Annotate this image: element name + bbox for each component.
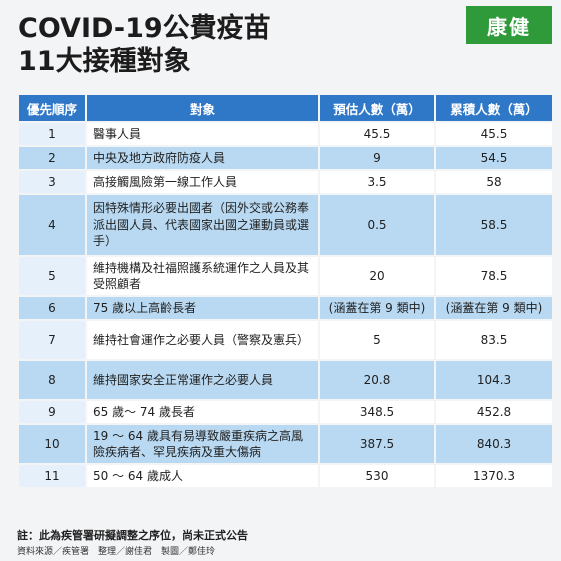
target-cell: 65 歲～ 74 歲長者 [87, 401, 320, 425]
rank-cell: 11 [19, 465, 87, 489]
rank-cell: 5 [19, 257, 87, 297]
target-cell: 因特殊情形必要出國者（因外交或公務奉派出國人員、代表國家出國之運動員或選手） [87, 195, 320, 257]
cumulative-cell: 54.5 [436, 147, 552, 171]
estimate-cell: (涵蓋在第 9 類中) [320, 297, 436, 321]
priority-table: 優先順序 對象 預估人數（萬） 累積人數（萬） 1 醫事人員 45.5 45.5… [19, 95, 552, 489]
rank-cell: 4 [19, 195, 87, 257]
table-header-row: 優先順序 對象 預估人數（萬） 累積人數（萬） [19, 95, 552, 123]
target-cell: 75 歲以上高齡長者 [87, 297, 320, 321]
estimate-cell: 387.5 [320, 425, 436, 465]
estimate-cell: 20.8 [320, 361, 436, 401]
rank-cell: 6 [19, 297, 87, 321]
cumulative-cell: (涵蓋在第 9 類中) [436, 297, 552, 321]
table-row: 5 維持機構及社福照護系統運作之人員及其受照顧者 20 78.5 [19, 257, 552, 297]
rank-cell: 2 [19, 147, 87, 171]
target-cell: 維持社會運作之必要人員（警察及憲兵） [87, 321, 320, 361]
table-row: 11 50 ～ 64 歲成人 530 1370.3 [19, 465, 552, 489]
rank-cell: 3 [19, 171, 87, 195]
cumulative-cell: 452.8 [436, 401, 552, 425]
table-row: 3 高接觸風險第一線工作人員 3.5 58 [19, 171, 552, 195]
header-target: 對象 [87, 95, 320, 123]
estimate-cell: 3.5 [320, 171, 436, 195]
target-cell: 維持國家安全正常運作之必要人員 [87, 361, 320, 401]
estimate-cell: 348.5 [320, 401, 436, 425]
table-row: 2 中央及地方政府防疫人員 9 54.5 [19, 147, 552, 171]
cumulative-cell: 78.5 [436, 257, 552, 297]
estimate-cell: 20 [320, 257, 436, 297]
rank-cell: 7 [19, 321, 87, 361]
cumulative-cell: 840.3 [436, 425, 552, 465]
table-row: 9 65 歲～ 74 歲長者 348.5 452.8 [19, 401, 552, 425]
target-cell: 維持機構及社福照護系統運作之人員及其受照顧者 [87, 257, 320, 297]
table-row: 7 維持社會運作之必要人員（警察及憲兵） 5 83.5 [19, 321, 552, 361]
rank-cell: 8 [19, 361, 87, 401]
estimate-cell: 530 [320, 465, 436, 489]
title-block: COVID-19公費疫苗 11大接種對象 [18, 12, 271, 78]
table-row: 8 維持國家安全正常運作之必要人員 20.8 104.3 [19, 361, 552, 401]
table-row: 1 醫事人員 45.5 45.5 [19, 123, 552, 147]
target-cell: 中央及地方政府防疫人員 [87, 147, 320, 171]
cumulative-cell: 58 [436, 171, 552, 195]
target-cell: 50 ～ 64 歲成人 [87, 465, 320, 489]
footer-credits: 資料來源／疾管署 整理／謝佳君 製圖／鄭佳玲 [17, 547, 216, 557]
cumulative-cell: 83.5 [436, 321, 552, 361]
footer-note: 註：此為疾管署研擬調整之序位，尚未正式公告 [17, 529, 248, 542]
estimate-cell: 9 [320, 147, 436, 171]
header-estimate: 預估人數（萬） [320, 95, 436, 123]
rank-cell: 1 [19, 123, 87, 147]
target-cell: 19 ～ 64 歲具有易導致嚴重疾病之高風險疾病者、罕見疾病及重大傷病 [87, 425, 320, 465]
cumulative-cell: 45.5 [436, 123, 552, 147]
target-cell: 高接觸風險第一線工作人員 [87, 171, 320, 195]
table-row: 10 19 ～ 64 歲具有易導致嚴重疾病之高風險疾病者、罕見疾病及重大傷病 3… [19, 425, 552, 465]
estimate-cell: 45.5 [320, 123, 436, 147]
cumulative-cell: 1370.3 [436, 465, 552, 489]
table-row: 4 因特殊情形必要出國者（因外交或公務奉派出國人員、代表國家出國之運動員或選手）… [19, 195, 552, 257]
cumulative-cell: 58.5 [436, 195, 552, 257]
table-row: 6 75 歲以上高齡長者 (涵蓋在第 9 類中) (涵蓋在第 9 類中) [19, 297, 552, 321]
cumulative-cell: 104.3 [436, 361, 552, 401]
page-title-line1: COVID-19公費疫苗 [18, 13, 271, 44]
rank-cell: 10 [19, 425, 87, 465]
rank-cell: 9 [19, 401, 87, 425]
estimate-cell: 5 [320, 321, 436, 361]
page-title-line2: 11大接種對象 [18, 46, 191, 77]
brand-logo: 康健 [466, 6, 552, 44]
target-cell: 醫事人員 [87, 123, 320, 147]
estimate-cell: 0.5 [320, 195, 436, 257]
header-cumulative: 累積人數（萬） [436, 95, 552, 123]
header-rank: 優先順序 [19, 95, 87, 123]
